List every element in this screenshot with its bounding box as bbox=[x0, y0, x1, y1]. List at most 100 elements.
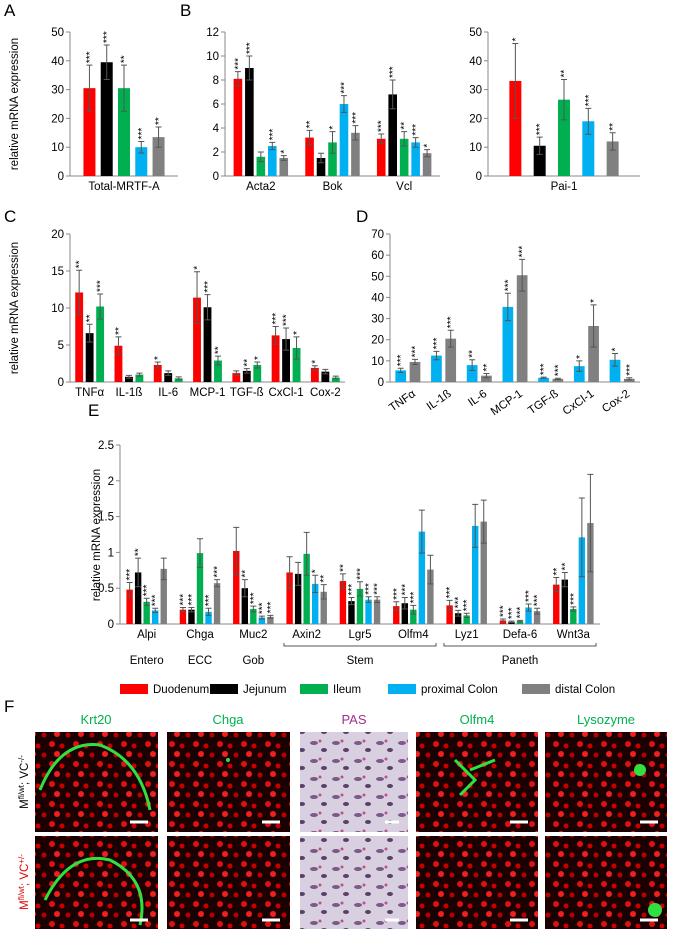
bar bbox=[502, 306, 514, 382]
bar bbox=[271, 335, 280, 382]
row-label-part: -/- bbox=[17, 755, 26, 763]
significance-label: *** bbox=[539, 363, 550, 375]
bar bbox=[286, 572, 293, 624]
x-tick-label: Cox-2 bbox=[310, 387, 341, 399]
y-tick-label: 0 bbox=[378, 377, 384, 389]
bar bbox=[365, 599, 372, 624]
significance-label: *** bbox=[271, 313, 282, 325]
bar bbox=[533, 145, 546, 176]
y-tick-label: 20 bbox=[469, 113, 482, 125]
bar bbox=[267, 616, 274, 624]
bar bbox=[126, 589, 133, 624]
error-bar bbox=[318, 152, 325, 164]
error-bar bbox=[427, 554, 434, 585]
bar bbox=[466, 365, 478, 382]
significance-label: * bbox=[511, 38, 522, 42]
y-tick-label: 1 bbox=[108, 547, 114, 559]
significance-label: *** bbox=[266, 602, 277, 614]
error-bar bbox=[257, 151, 264, 163]
legend-label: Ileum bbox=[333, 684, 361, 696]
error-bar bbox=[553, 576, 560, 593]
significance-label: * bbox=[328, 126, 339, 130]
bar bbox=[401, 603, 408, 624]
significance-label: ** bbox=[154, 117, 165, 125]
tissue-image bbox=[167, 732, 290, 832]
error-bar bbox=[570, 606, 577, 612]
error-bar bbox=[472, 503, 479, 548]
error-bar bbox=[143, 597, 150, 606]
row-label: Mfl/wt; VC+/- bbox=[17, 854, 32, 910]
error-bar bbox=[626, 377, 633, 381]
error-bar bbox=[455, 609, 462, 617]
significance-label: * bbox=[311, 569, 322, 573]
bar bbox=[316, 158, 326, 176]
error-bar bbox=[205, 607, 212, 616]
error-bar bbox=[76, 269, 83, 316]
error-bar bbox=[243, 368, 250, 374]
bar bbox=[393, 606, 400, 624]
error-bar bbox=[86, 64, 93, 112]
tissue-image bbox=[416, 732, 538, 832]
panel-letter: B bbox=[180, 1, 191, 20]
error-bar bbox=[389, 79, 396, 110]
significance-label: ** bbox=[608, 123, 619, 131]
row-label-part: M bbox=[19, 900, 31, 910]
stain bbox=[634, 764, 646, 776]
legend-swatch bbox=[388, 684, 416, 694]
error-bar bbox=[312, 574, 319, 593]
significance-label: *** bbox=[533, 594, 544, 606]
y-tick-label: 50 bbox=[371, 271, 384, 283]
bar bbox=[331, 377, 340, 382]
column-header: Krt20 bbox=[80, 712, 111, 727]
bar bbox=[427, 569, 434, 624]
bar bbox=[118, 88, 130, 176]
row-label-part: ; VC bbox=[19, 763, 31, 785]
error-bar bbox=[121, 64, 127, 112]
bar bbox=[395, 370, 407, 382]
bar bbox=[410, 609, 417, 624]
group-bracket bbox=[283, 643, 437, 647]
bar bbox=[233, 78, 243, 176]
y-tick-label: 8 bbox=[213, 75, 219, 87]
x-tick-label: Muc2 bbox=[239, 629, 267, 641]
significance-label: *** bbox=[257, 602, 268, 614]
tissue-image bbox=[167, 836, 290, 929]
significance-label: ** bbox=[114, 327, 125, 335]
error-bar bbox=[311, 365, 318, 371]
error-bar bbox=[241, 579, 248, 598]
error-bar bbox=[519, 258, 526, 292]
significance-label: ** bbox=[240, 570, 251, 578]
error-bar bbox=[165, 370, 172, 376]
bar bbox=[373, 599, 381, 624]
error-bar bbox=[357, 581, 363, 597]
error-bar bbox=[348, 597, 355, 606]
error-bar bbox=[86, 323, 93, 343]
error-bar bbox=[483, 373, 490, 379]
error-bar bbox=[340, 95, 347, 113]
bar bbox=[533, 611, 541, 624]
bar bbox=[376, 138, 386, 176]
x-tick-label: MCP-1 bbox=[489, 388, 525, 418]
stain bbox=[43, 856, 144, 926]
x-tick-label: TGF-ß bbox=[230, 387, 264, 399]
bar bbox=[356, 588, 364, 624]
tissue-image bbox=[545, 732, 667, 832]
bar bbox=[446, 605, 453, 624]
bar bbox=[445, 338, 457, 382]
significance-label: *** bbox=[268, 129, 279, 141]
error-bar bbox=[250, 605, 257, 613]
significance-label: *** bbox=[249, 592, 260, 604]
tissue-image bbox=[300, 836, 408, 929]
x-tick-label: TNFα bbox=[75, 387, 104, 399]
bar bbox=[241, 588, 248, 624]
error-bar bbox=[103, 44, 110, 81]
x-tick-label: Pai-1 bbox=[551, 181, 578, 193]
x-tick-label: Alpi bbox=[137, 629, 156, 641]
significance-label: *** bbox=[503, 279, 514, 291]
significance-label: *** bbox=[445, 587, 456, 599]
error-bar bbox=[97, 293, 104, 320]
significance-label: ** bbox=[305, 121, 316, 129]
y-tick-label: 0 bbox=[58, 171, 64, 183]
x-tick-label: Total-MRTF-A bbox=[88, 181, 160, 193]
significance-label: *** bbox=[446, 316, 457, 328]
